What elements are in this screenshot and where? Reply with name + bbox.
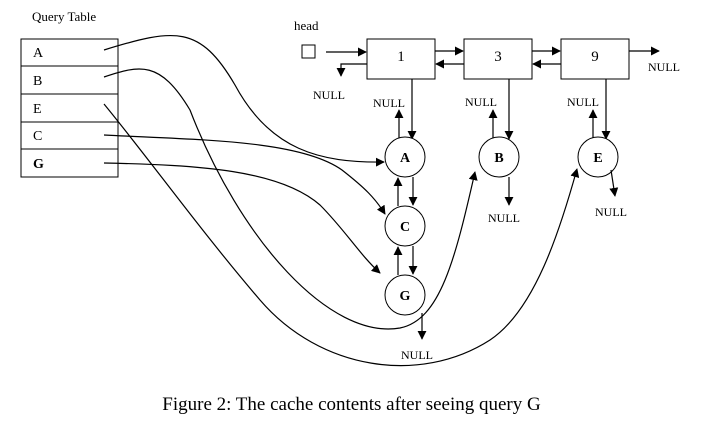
list-node-3 xyxy=(463,38,533,80)
chain-node-g-label: G xyxy=(400,289,411,304)
query-row-b: B xyxy=(33,74,42,89)
figure-caption: Figure 2: The cache contents after seein… xyxy=(162,394,541,415)
chain-node-b-label: B xyxy=(494,151,503,166)
chain-links xyxy=(393,169,619,340)
list-node-3-label: 3 xyxy=(494,49,502,65)
chain-node-g xyxy=(384,274,426,316)
chain-node-e-label: E xyxy=(593,151,602,166)
chain-node-c xyxy=(384,205,426,247)
list-links xyxy=(336,46,660,77)
pointer-c xyxy=(103,134,386,215)
list-node-1-label: 1 xyxy=(397,49,405,65)
query-row-g: G xyxy=(33,157,44,172)
list-node-9 xyxy=(560,38,630,80)
chain-node-a-label: A xyxy=(400,151,411,166)
list-node-1 xyxy=(366,38,436,80)
query-table-title: Query Table xyxy=(32,9,96,24)
query-pointers xyxy=(103,34,580,367)
chain-node-a xyxy=(384,136,426,178)
null-label-9: NULL xyxy=(567,95,599,109)
query-row-c: C xyxy=(33,129,42,144)
chain-a-null: NULL xyxy=(401,348,433,362)
chain-e-null: NULL xyxy=(595,205,627,219)
query-row-e: E xyxy=(33,102,42,117)
node-chain-links xyxy=(394,79,611,140)
list-node-9-label: 9 xyxy=(591,49,599,65)
chain-b-null: NULL xyxy=(488,211,520,225)
head-label: head xyxy=(294,18,319,33)
pointer-g xyxy=(103,162,381,274)
pointer-e xyxy=(103,103,580,367)
chain-node-c-label: C xyxy=(400,220,410,235)
null-label-1: NULL xyxy=(373,96,405,110)
query-row-a: A xyxy=(33,46,44,61)
pointer-a xyxy=(103,34,385,167)
null-label-3: NULL xyxy=(465,95,497,109)
list-prev-null: NULL xyxy=(313,88,345,102)
query-table xyxy=(20,38,119,178)
head-pointer-box xyxy=(301,44,316,59)
pointer-b xyxy=(103,68,478,330)
chain-node-b xyxy=(478,136,520,178)
chain-node-e xyxy=(577,136,619,178)
list-end-null: NULL xyxy=(648,60,680,74)
